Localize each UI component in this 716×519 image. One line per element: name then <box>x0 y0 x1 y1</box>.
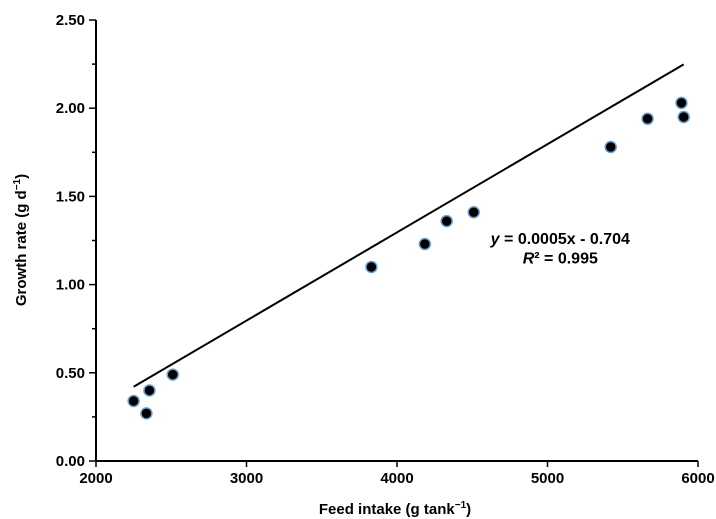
data-point <box>365 260 378 274</box>
x-axis-title-superscript: −1 <box>455 500 467 511</box>
plot-area: 2000 3000 4000 5000 6000 0.00 0.50 1.00 1.50 2.00… <box>56 12 715 487</box>
x-axis-title: Feed intake (g tank−1) <box>319 500 471 518</box>
data-point <box>127 394 140 408</box>
x-tick-label: 3000 <box>230 470 263 487</box>
data-point <box>467 206 481 219</box>
data-point <box>418 237 432 251</box>
trend-line <box>133 63 685 388</box>
x-tick-label: 2000 <box>79 470 112 487</box>
data-point <box>641 112 654 126</box>
y-tick-label: 1.50 <box>56 188 85 205</box>
data-point <box>604 140 617 154</box>
x-tick-label: 5000 <box>531 470 564 487</box>
x-tick-label: 6000 <box>681 470 714 487</box>
data-point <box>140 407 153 420</box>
x-axis-title-end: ) <box>466 501 471 518</box>
data-point <box>675 96 688 110</box>
equation-expression: = 0.0005x - 0.704 <box>500 231 630 248</box>
x-axis-title-text: Feed intake (g tank <box>319 501 456 518</box>
r-squared-value: R² = 0.995 <box>523 250 598 267</box>
data-points <box>127 96 690 420</box>
y-axis-title-superscript: −1 <box>12 178 23 190</box>
axis-tick-labels: 2000 3000 4000 5000 6000 0.00 0.50 1.00 1.50 2.00… <box>56 12 715 487</box>
y-tick-label: 2.50 <box>56 12 85 29</box>
y-tick-label: 0.50 <box>56 365 85 382</box>
y-tick-label: 0.00 <box>56 453 85 470</box>
data-point <box>440 214 453 228</box>
y-axis-title-text: Growth rate (g d <box>13 190 30 306</box>
equation-variable: y <box>490 231 501 248</box>
data-point <box>166 368 180 381</box>
data-point <box>677 110 690 124</box>
y-tick-label: 1.00 <box>56 277 85 294</box>
r-squared-variable: R <box>523 250 535 267</box>
regression-equation: y = 0.0005x - 0.704 <box>490 231 630 248</box>
data-point <box>143 384 156 397</box>
r-squared-expression: ² = 0.995 <box>534 250 598 267</box>
y-axis-title-end: ) <box>13 174 30 179</box>
y-axis-title: Growth rate (g d−1) <box>12 174 30 306</box>
y-tick-label: 2.00 <box>56 100 85 117</box>
x-tick-label: 4000 <box>380 470 413 487</box>
